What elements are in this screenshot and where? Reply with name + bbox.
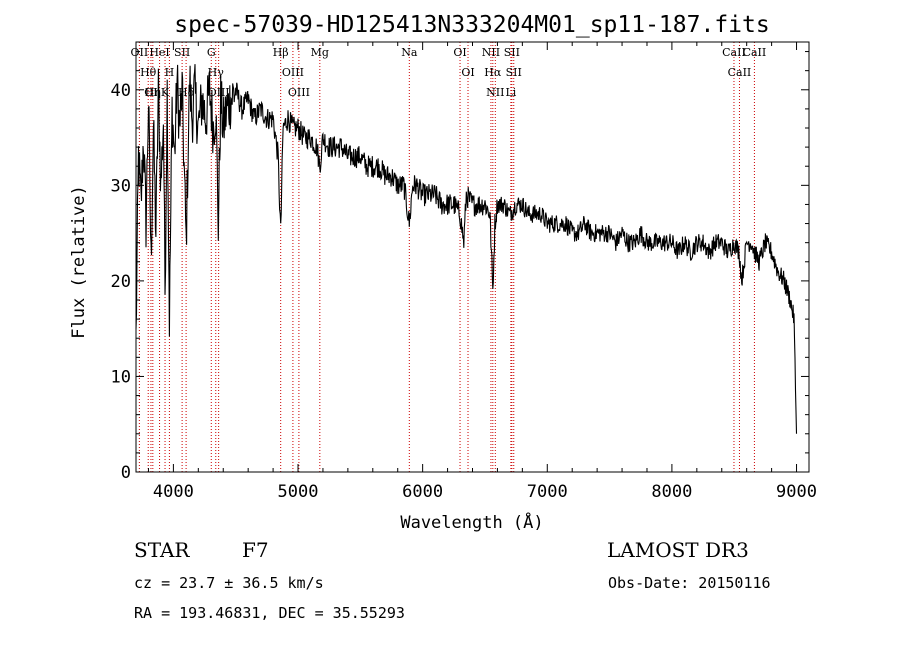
- line-marker-label: Hθ: [140, 66, 157, 79]
- coordinates: RA = 193.46831, DEC = 35.55293: [134, 604, 405, 622]
- y-tick-label: 0: [121, 463, 131, 483]
- line-marker-label: NII: [486, 86, 504, 99]
- line-marker-label: CaII: [728, 66, 752, 79]
- line-marker-label: CaII: [743, 46, 767, 59]
- line-marker-label: HeI: [149, 46, 169, 59]
- line-marker-label: OII: [131, 46, 149, 59]
- line-marker-label: Hβ: [273, 46, 289, 59]
- x-tick-label: 5000: [278, 482, 319, 502]
- line-marker-label: K: [161, 86, 170, 99]
- redshift-cz: cz = 23.7 ± 36.5 km/s: [134, 574, 324, 592]
- x-axis-label: Wavelength (Å): [400, 511, 543, 533]
- x-tick-label: 9000: [776, 482, 817, 502]
- line-marker-label: OIII: [208, 86, 230, 99]
- line-marker-label: SII: [506, 66, 522, 79]
- line-marker-label: CaII: [722, 46, 746, 59]
- line-marker-label: Li: [505, 86, 516, 99]
- line-marker-label: OI: [453, 46, 466, 59]
- line-marker-label: G: [207, 46, 216, 59]
- chart-title: spec-57039-HD125413N333204M01_sp11-187.f…: [174, 12, 769, 38]
- y-tick-label: 10: [111, 367, 131, 387]
- line-marker-label: OI: [461, 66, 474, 79]
- survey-name: LAMOST DR3: [607, 538, 749, 562]
- y-axis-label: Flux (relative): [69, 185, 89, 339]
- line-marker-label: OIII: [288, 86, 310, 99]
- line-marker-label: H: [165, 66, 175, 79]
- y-tick-label: 30: [111, 176, 131, 196]
- x-tick-label: 8000: [651, 482, 692, 502]
- line-marker-label: OI: [144, 86, 157, 99]
- spectrum-series: [135, 64, 798, 434]
- line-marker-label: Mg: [311, 46, 329, 59]
- line-marker-label: NII: [482, 46, 500, 59]
- line-marker-label: OIII: [282, 66, 304, 79]
- y-tick-label: 20: [111, 272, 131, 292]
- observation-date: Obs-Date: 20150116: [608, 574, 771, 592]
- line-marker-label: Na: [401, 46, 418, 59]
- y-tick-label: 40: [111, 81, 131, 101]
- line-marker-label: Hγ: [208, 66, 225, 79]
- spectrum-line: [135, 64, 798, 434]
- line-marker-label: Hη: [145, 86, 161, 99]
- spectrum-chart: spec-57039-HD125413N333204M01_sp11-187.f…: [69, 12, 817, 533]
- x-tick-label: 6000: [402, 482, 443, 502]
- object-type: STAR: [134, 538, 190, 562]
- x-axis-ticks: 4000 5000 6000 7000 8000 9000: [147, 42, 817, 502]
- line-marker-label: Hα: [484, 66, 502, 79]
- y-axis-ticks: 0 10 20 30 40: [111, 51, 809, 483]
- line-marker-label: SII: [504, 46, 520, 59]
- x-tick-label: 7000: [527, 482, 568, 502]
- line-marker-label: SII: [174, 46, 190, 59]
- spectral-subclass: F7: [242, 538, 269, 562]
- x-tick-label: 4000: [153, 482, 194, 502]
- line-markers: [138, 42, 755, 472]
